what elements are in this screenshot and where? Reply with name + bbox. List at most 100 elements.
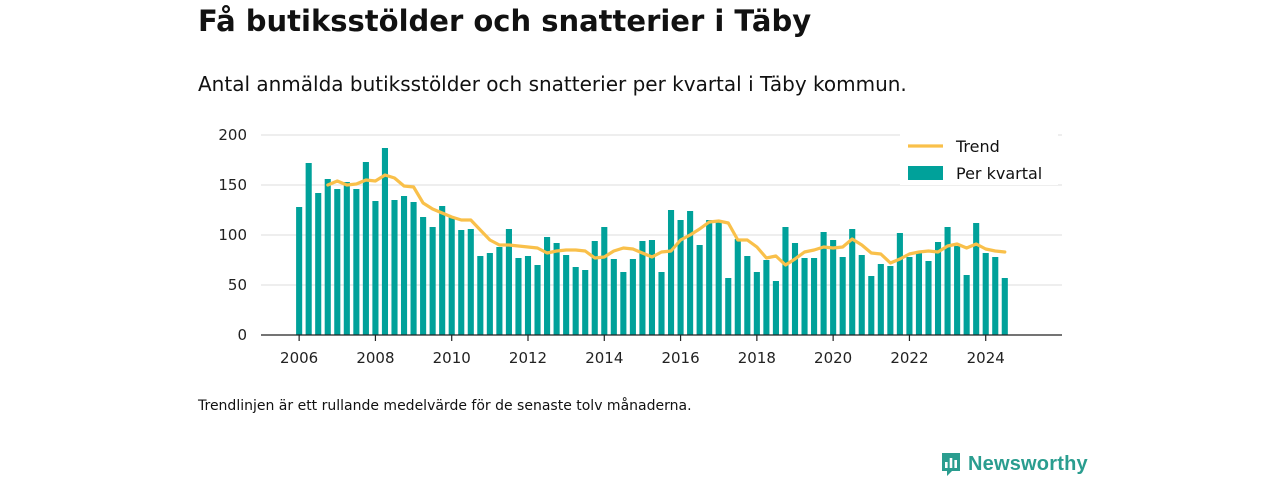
bar [954,246,961,335]
bar [1001,278,1008,335]
bar [744,256,751,335]
bar [791,243,799,335]
bar [296,207,303,335]
bar [324,179,331,335]
bar [439,206,446,335]
bar [763,260,770,335]
bar [353,189,360,335]
bar [896,233,903,335]
bar [591,241,598,335]
y-tick-label: 0 [237,326,247,344]
bar [467,229,474,335]
bar [858,255,865,335]
bar [658,272,665,335]
bar [601,227,608,335]
x-tick-label: 2008 [356,349,394,367]
bar [391,200,398,335]
bar [620,272,627,335]
newsworthy-logo-text: Newsworthy [968,452,1088,475]
bar [582,270,589,335]
bar [667,210,675,335]
x-tick-label: 2022 [890,349,928,367]
bar-chart: 2006 2008 2010 2012 2014 2016 2018 2020 2022 2024… [218,126,1062,367]
bar [906,257,913,335]
bar [687,211,694,335]
bar [734,239,741,335]
y-tick-label: 200 [218,126,247,144]
bar [563,255,570,335]
bar [372,201,379,335]
x-tick-label: 2012 [509,349,547,367]
x-tick-label: 2010 [433,349,471,367]
bar [992,257,999,335]
legend-label-trend: Trend [955,137,1000,156]
bar [639,241,646,335]
legend-label-per-kvartal: Per kvartal [956,164,1042,183]
bar [677,220,684,335]
x-tick-label: 2006 [280,349,318,367]
x-tick-label: 2016 [661,349,699,367]
x-tick-label: 2014 [585,349,623,367]
x-tick-label: 2018 [738,349,776,367]
bar [753,272,760,335]
bar [973,223,980,335]
bar [963,275,970,335]
bar [505,229,512,335]
bar [515,258,522,335]
bar [648,240,656,335]
bar [715,221,722,335]
bar [496,247,503,335]
x-tick-label: 2024 [967,349,1005,367]
bar [696,245,703,335]
bar [448,217,455,335]
bar [934,242,942,335]
bar [458,230,465,335]
bar [811,258,818,335]
trend-line [326,173,1007,267]
bar [772,281,779,335]
bar [429,227,436,335]
bar [820,232,827,335]
bar [553,243,560,335]
bar [725,278,732,335]
x-tick-label: 2020 [814,349,852,367]
bar [868,276,875,335]
bar [486,253,493,335]
bar [877,264,884,335]
legend: Trend Per kvartal [900,133,1058,185]
bar [629,259,636,335]
y-axis-ticks: 0 50 100 150 200 [218,126,247,344]
bar [801,258,808,335]
bar [544,237,551,335]
y-tick-label: 100 [218,226,247,244]
bar [839,257,846,335]
bar [849,229,856,335]
bar [830,240,837,335]
bar [944,227,951,335]
bar [400,196,408,335]
trend-line-group [326,173,1007,267]
bar [334,189,341,335]
chart-title: Få butiksstölder och snatterier i Täby [198,4,812,38]
bar [782,227,789,335]
newsworthy-logo-icon [942,453,960,476]
bar [305,163,312,335]
bar [610,259,617,335]
footnote: Trendlinjen är ett rullande medelvärde f… [198,398,692,414]
bar [315,193,322,335]
y-tick-label: 150 [218,176,247,194]
bar [572,267,579,335]
legend-swatch-per-kvartal [908,166,943,180]
bar [477,256,484,335]
bar [420,217,427,335]
bar [524,256,532,335]
bar [534,265,541,335]
bar [343,182,350,335]
newsworthy-logo[interactable]: Newsworthy [940,451,1088,477]
bar [887,266,894,335]
bar [362,162,369,335]
bar [410,202,417,335]
x-axis-ticks: 2006 2008 2010 2012 2014 2016 2018 2020 2022 2024 [280,335,1005,367]
bar [925,261,932,335]
chart-subtitle: Antal anmälda butiksstölder och snatteri… [198,72,907,96]
